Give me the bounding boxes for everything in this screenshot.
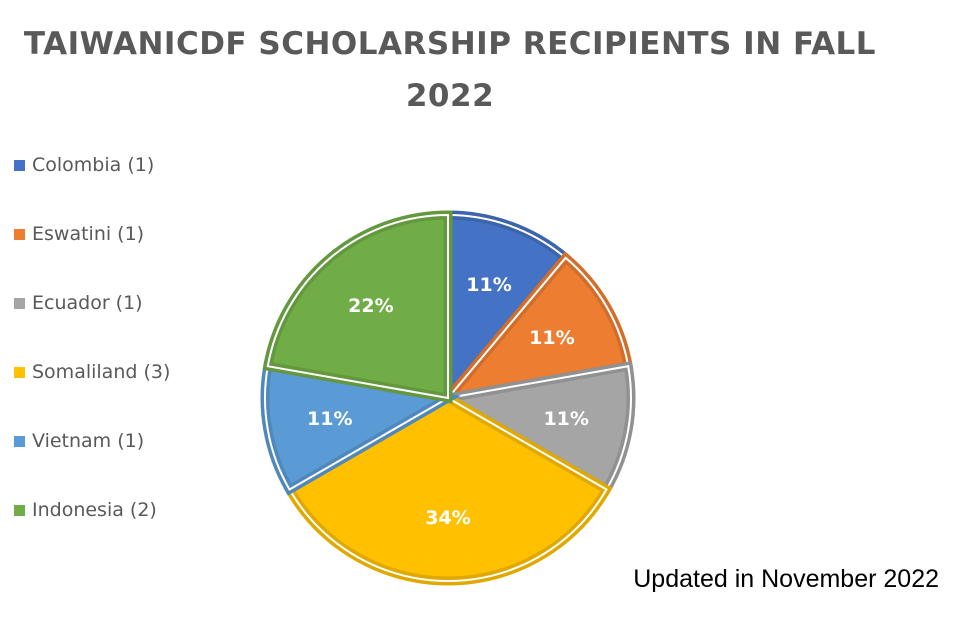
legend-item-ecuador: Ecuador (1) [14, 288, 143, 318]
legend-item-eswatini: Eswatini (1) [14, 219, 144, 249]
legend-label: Ecuador (1) [32, 292, 143, 314]
legend-item-indonesia: Indonesia (2) [14, 495, 157, 525]
slice-border-colombia [447, 213, 568, 401]
slice-label-somaliland: 34% [425, 507, 470, 529]
update-note: Updated in November 2022 [633, 565, 939, 593]
legend-label: Somaliland (3) [32, 361, 171, 383]
slice-labels: 11% 11% 11% 34% 11% 22% [307, 274, 589, 529]
slice-border-ecuador [445, 365, 632, 491]
pie-slices [260, 210, 636, 586]
slice-border-somaliland [288, 396, 608, 582]
legend-label: Vietnam (1) [32, 430, 145, 452]
legend-label: Eswatini (1) [32, 223, 145, 245]
legend-item-colombia: Colombia (1) [14, 150, 154, 180]
legend-swatch [14, 297, 25, 309]
slice-label-ecuador: 11% [543, 408, 588, 430]
legend-swatch [14, 159, 25, 171]
slice-border-eswatini [445, 256, 630, 400]
slice-label-eswatini: 11% [529, 327, 574, 349]
slice-border-vietnam [264, 365, 451, 491]
legend-swatch [14, 435, 25, 447]
legend-item-somaliland: Somaliland (3) [14, 357, 170, 387]
legend-item-vietnam: Vietnam (1) [14, 426, 144, 456]
slice-border-indonesia [266, 213, 449, 400]
slice-label-colombia: 11% [466, 274, 511, 296]
chart-title: TAIWANICDF SCHOLARSHIP RECIPIENTS IN FAL… [23, 26, 877, 114]
legend-swatch [14, 504, 25, 516]
legend-label: Indonesia (2) [32, 499, 157, 521]
slice-label-vietnam: 11% [307, 408, 352, 430]
legend-swatch [14, 228, 25, 240]
legend-swatch [14, 366, 25, 378]
slice-label-indonesia: 22% [348, 295, 393, 317]
legend-label: Colombia (1) [32, 154, 155, 176]
